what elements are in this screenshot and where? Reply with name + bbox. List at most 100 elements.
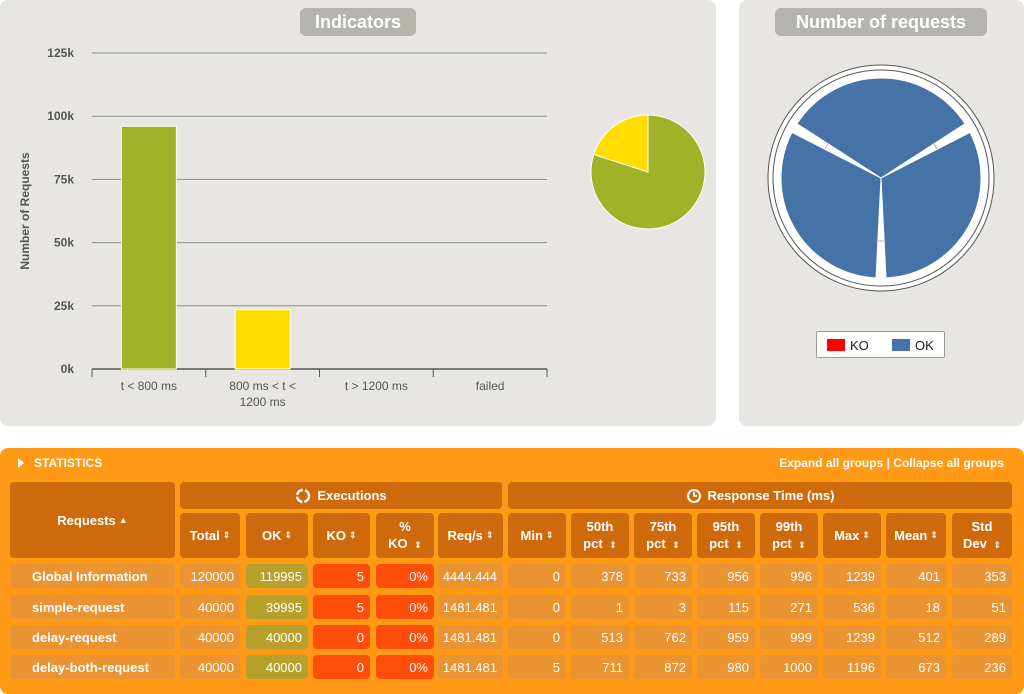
expand-triangle-icon[interactable] [18, 458, 24, 468]
sort-icon: ⇕ [862, 530, 870, 540]
requests-legend: KO OK [816, 331, 945, 358]
legend-ko-swatch [827, 339, 845, 351]
cell-total: 120000 [180, 564, 240, 588]
polar-sector[interactable] [880, 131, 982, 279]
requests-panel: Number of requests 25k0k KO OK [739, 0, 1024, 426]
cell-p50: 513 [571, 625, 629, 649]
legend-ok-label[interactable]: OK [915, 338, 934, 353]
cell-p95: 956 [697, 564, 755, 588]
cell-p50: 711 [571, 655, 629, 679]
col-reqs[interactable]: Req/s ⇕ [438, 513, 503, 558]
col-mean[interactable]: Mean ⇕ [886, 513, 946, 558]
sort-asc-icon: ▲ [118, 514, 128, 525]
cell-min: 5 [508, 655, 566, 679]
cell-p95: 980 [697, 655, 755, 679]
row-name[interactable]: Global Information [10, 564, 175, 588]
cell-std: 51 [952, 595, 1012, 619]
sort-icon: ⇕ [485, 530, 494, 540]
row-name[interactable]: simple-request [10, 595, 175, 619]
col-total[interactable]: Total ⇕ [180, 513, 240, 558]
col-std[interactable]: Std Dev ⇕ [952, 513, 1012, 558]
sort-icon: ⇕ [798, 539, 806, 550]
cell-p75: 762 [634, 625, 692, 649]
cell-p50: 378 [571, 564, 629, 588]
col-p99[interactable]: 99th pct ⇕ [760, 513, 818, 558]
indicators-panel: Indicators 0k 25k 50k 75k 100k 125k Number of … [0, 0, 716, 426]
cell-mean: 18 [886, 595, 946, 619]
cell-ok: 40000 [246, 655, 308, 679]
cell-std: 236 [952, 655, 1012, 679]
y-tick-label: 75k [54, 172, 74, 186]
cell-p50: 1 [571, 595, 629, 619]
polar-sector[interactable] [796, 77, 966, 179]
cell-min: 0 [508, 564, 566, 588]
cell-ok: 40000 [246, 625, 308, 649]
polar-sector[interactable] [780, 131, 882, 279]
col-pct-ko[interactable]: % KO ⇕ [376, 513, 434, 558]
group-response-time: Response Time (ms) [508, 482, 1012, 509]
cell-pct-ko: 0% [376, 564, 434, 588]
cell-reqs: 1481.481 [438, 655, 503, 679]
sort-icon: ⇕ [414, 539, 422, 550]
cell-reqs: 4444.444 [438, 564, 503, 588]
col-p95[interactable]: 95th pct ⇕ [697, 513, 755, 558]
y-tick-label: 25k [54, 299, 74, 313]
cell-max: 1196 [823, 655, 881, 679]
cell-pct-ko: 0% [376, 595, 434, 619]
indicators-bar-chart: 0k 25k 50k 75k 100k 125k Number of Requests t <… [18, 46, 706, 409]
sort-icon: ⇕ [545, 530, 554, 540]
statistics-panel: STATISTICS Expand all groups | Collapse … [0, 448, 1024, 694]
col-p50[interactable]: 50th pct ⇕ [571, 513, 629, 558]
cell-reqs: 1481.481 [438, 625, 503, 649]
cell-ko: 0 [313, 625, 370, 649]
cell-p75: 3 [634, 595, 692, 619]
row-name[interactable]: delay-both-request [10, 655, 175, 679]
cell-mean: 512 [886, 625, 946, 649]
sort-icon: ⇕ [222, 530, 231, 540]
cell-std: 353 [952, 564, 1012, 588]
x-tick-label: 1200 ms [240, 395, 286, 409]
pie-slice[interactable] [590, 114, 706, 230]
cell-p95: 115 [697, 595, 755, 619]
x-tick-label: t > 1200 ms [345, 379, 408, 393]
group-links-separator: | [886, 456, 890, 470]
cell-total: 40000 [180, 625, 240, 649]
row-name[interactable]: delay-request [10, 625, 175, 649]
cell-min: 0 [508, 595, 566, 619]
bar[interactable] [120, 125, 177, 370]
executions-icon [296, 488, 311, 503]
col-min[interactable]: Min ⇕ [508, 513, 566, 558]
col-requests[interactable]: Requests ▲ [10, 482, 175, 558]
cell-reqs: 1481.481 [438, 595, 503, 619]
cell-ok: 39995 [246, 595, 308, 619]
cell-p99: 1000 [760, 655, 818, 679]
x-tick-label: 800 ms < t < [229, 379, 296, 393]
cell-max: 536 [823, 595, 881, 619]
cell-total: 40000 [180, 655, 240, 679]
cell-ko: 5 [313, 564, 370, 588]
pie-slice[interactable] [593, 114, 649, 173]
cell-mean: 673 [886, 655, 946, 679]
collapse-all-groups-link[interactable]: Collapse all groups [893, 456, 1004, 470]
statistics-header[interactable]: STATISTICS [18, 456, 102, 470]
col-ko[interactable]: KO ⇕ [313, 513, 370, 558]
statistics-title: STATISTICS [34, 456, 103, 470]
legend-ok-swatch [892, 339, 910, 351]
legend-ko-label[interactable]: KO [850, 338, 869, 353]
col-ok[interactable]: OK ⇕ [246, 513, 308, 558]
clock-icon [686, 488, 701, 503]
y-axis-title: Number of Requests [18, 152, 32, 270]
requests-polar-chart: 25k0k [767, 64, 995, 292]
cell-ko: 0 [313, 655, 370, 679]
col-p75[interactable]: 75th pct ⇕ [634, 513, 692, 558]
sort-icon: ⇕ [284, 530, 293, 540]
cell-p99: 999 [760, 625, 818, 649]
y-tick-label: 125k [47, 46, 74, 60]
expand-all-groups-link[interactable]: Expand all groups [779, 456, 884, 470]
bar[interactable] [234, 309, 291, 370]
col-max[interactable]: Max ⇕ [823, 513, 881, 558]
sort-icon: ⇕ [348, 530, 357, 540]
cell-pct-ko: 0% [376, 655, 434, 679]
cell-std: 289 [952, 625, 1012, 649]
cell-total: 40000 [180, 595, 240, 619]
